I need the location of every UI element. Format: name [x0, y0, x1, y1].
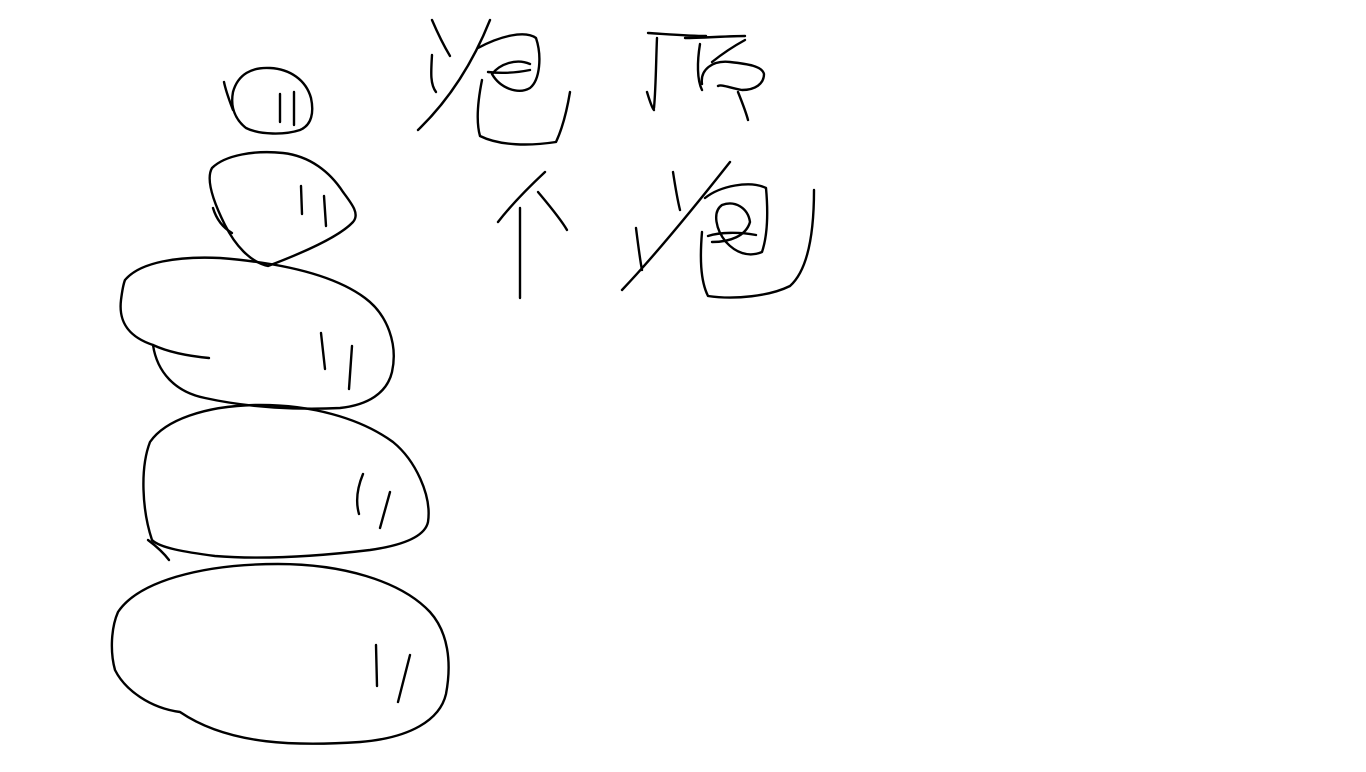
stone-4	[142, 403, 430, 562]
stone-5	[110, 562, 450, 745]
stone-3	[119, 256, 395, 410]
handwriting-char-pao-1	[416, 18, 572, 146]
stone-1	[222, 66, 314, 135]
handwriting-char-pao-2	[620, 160, 816, 299]
stone-2	[208, 150, 357, 268]
handwriting-char-ding	[645, 31, 766, 122]
handwriting-char-ge	[496, 170, 569, 300]
